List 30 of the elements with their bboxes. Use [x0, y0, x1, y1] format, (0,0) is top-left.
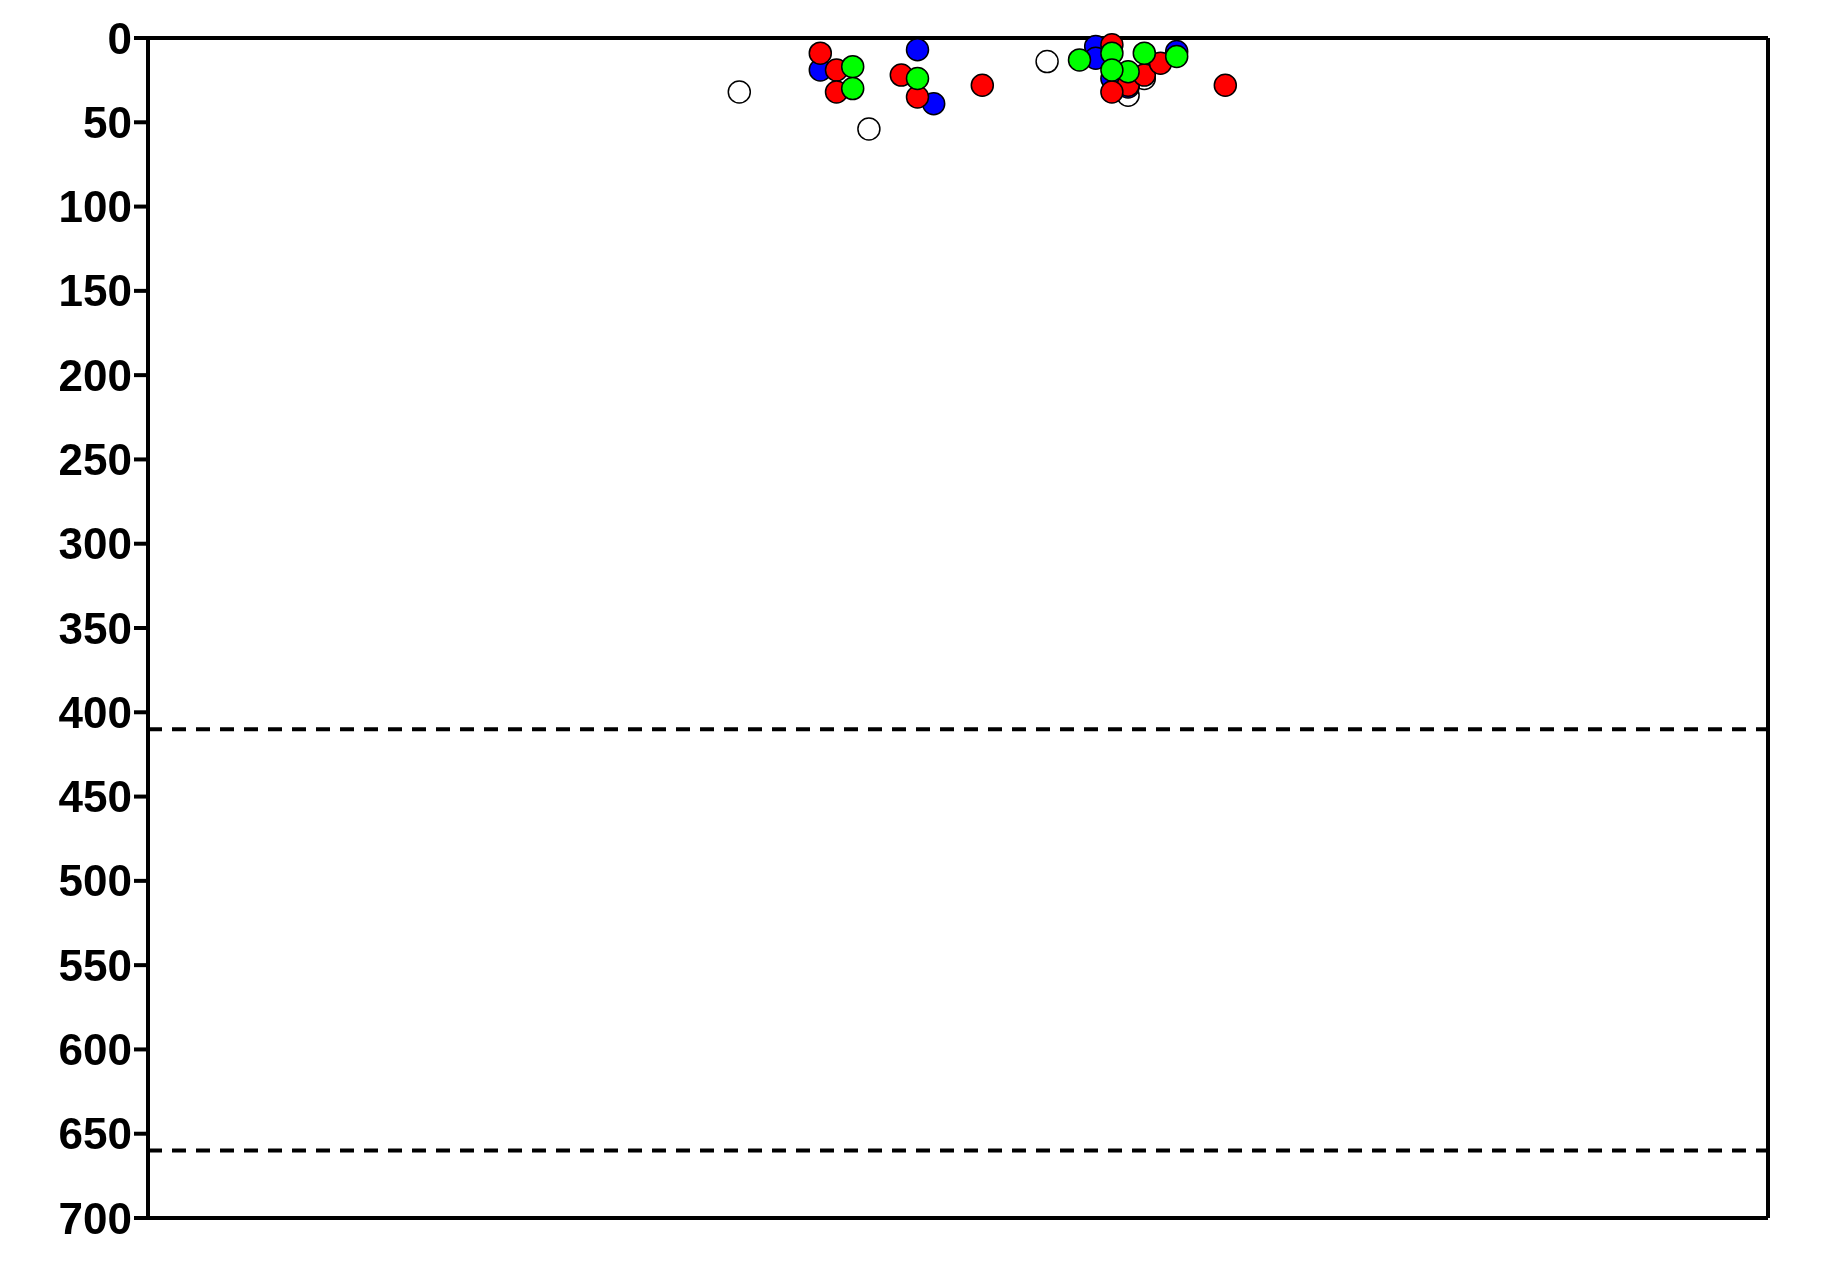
point: [1035, 49, 1059, 74]
y-tick-label: 300: [58, 519, 132, 569]
point: [1100, 80, 1124, 104]
y-tick-label: 550: [58, 940, 132, 990]
y-tick-label: 100: [58, 182, 132, 232]
point: [1067, 48, 1092, 72]
y-tick-label: 450: [58, 772, 132, 822]
point: [905, 38, 930, 62]
point: [970, 73, 995, 97]
point: [727, 80, 752, 104]
point: [840, 54, 865, 79]
point: [1132, 41, 1157, 65]
point: [840, 76, 865, 101]
y-tick-label: 650: [58, 1109, 132, 1159]
point: [1213, 73, 1238, 97]
y-tick-label: 350: [58, 603, 132, 653]
y-tick-label: 150: [58, 266, 132, 316]
y-tick-label: 700: [58, 1193, 132, 1243]
point: [857, 117, 881, 141]
point: [1100, 58, 1124, 82]
y-tick-label: 200: [58, 350, 132, 400]
point: [1164, 44, 1189, 69]
y-tick-label: 400: [58, 687, 132, 737]
y-tick-label: 500: [58, 856, 132, 906]
y-tick-label: 600: [58, 1025, 132, 1075]
y-tick-label: 0: [107, 13, 132, 63]
point: [905, 66, 930, 91]
y-tick-label: 50: [83, 97, 132, 147]
point: [808, 41, 833, 65]
y-tick-label: 250: [58, 435, 132, 485]
